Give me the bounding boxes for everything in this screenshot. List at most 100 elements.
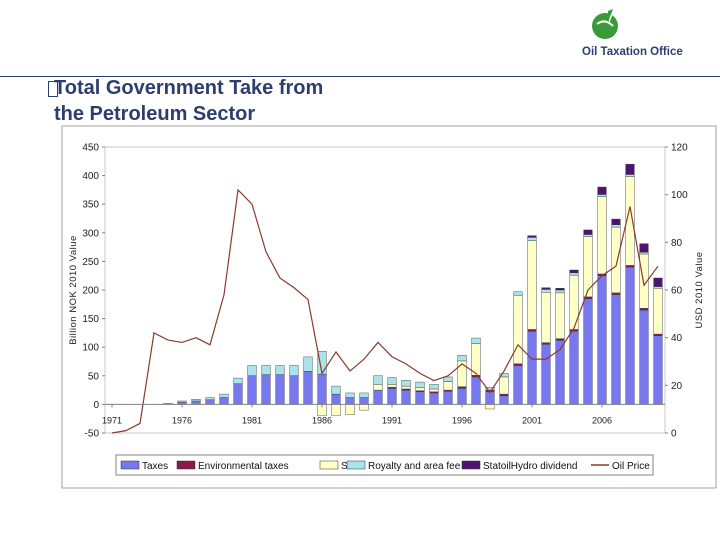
x-tick-label: 1991 [382, 415, 402, 425]
bar-royalty-1998 [485, 387, 495, 391]
bar-taxes-1986 [317, 373, 327, 405]
bar-taxes-2002 [541, 344, 551, 405]
bar-sdfi-2005 [583, 236, 593, 298]
bar-taxes-1999 [499, 395, 509, 405]
bar-environmental_taxes-2000 [513, 363, 523, 366]
x-tick-label: 1986 [312, 415, 332, 425]
bar-layer [163, 163, 663, 417]
legend-label: StatoilHydro dividend [483, 461, 578, 472]
bar-taxes-1984 [289, 375, 299, 405]
bar-sdfi-1995 [443, 381, 453, 391]
bar-royalty-1983 [275, 365, 285, 375]
bar-environmental_taxes-2008 [625, 265, 635, 268]
bar-royalty-1976 [177, 400, 187, 403]
bar-royalty-1991 [387, 377, 397, 385]
legend-swatch-environmental_taxes [176, 460, 196, 470]
legend-label: Royalty and area fee [368, 461, 461, 472]
y-right-tick-label: 120 [671, 143, 688, 154]
bar-taxes-1985 [303, 371, 313, 405]
bar-taxes-1990 [373, 389, 383, 405]
bar-taxes-2007 [611, 294, 621, 405]
y-left-tick-label: 250 [82, 257, 99, 268]
bar-statoilhydro-2008 [625, 163, 635, 175]
oil-taxation-office-logo: Oil Taxation Office [582, 8, 712, 64]
bar-taxes-1996 [457, 388, 467, 405]
bar-taxes-1993 [415, 391, 425, 405]
bar-sdfi-1989 [359, 404, 369, 411]
x-tick-label: 2001 [522, 415, 542, 425]
bar-taxes-1982 [261, 374, 271, 405]
bar-royalty-2000 [513, 291, 523, 296]
bar-taxes-1983 [275, 374, 285, 405]
bar-environmental_taxes-2002 [541, 342, 551, 345]
bar-environmental_taxes-1996 [457, 386, 467, 389]
legend-swatch-royalty [346, 460, 366, 470]
bar-sdfi-1987 [331, 404, 341, 417]
bar-taxes-1992 [401, 389, 411, 405]
legend-label: Oil Price [612, 461, 650, 472]
bar-royalty-2006 [597, 194, 607, 197]
bar-environmental_taxes-2003 [555, 338, 565, 341]
bar-statoilhydro-2009 [639, 243, 649, 253]
bar-sdfi-2007 [611, 226, 621, 294]
bar-royalty-1995 [443, 376, 453, 382]
bar-royalty-1994 [429, 384, 439, 390]
bar-royalty-1993 [415, 381, 425, 389]
y-left-tick-label: 300 [82, 228, 99, 239]
y-left-tick-label: 400 [82, 171, 99, 182]
oil-price-line [111, 188, 659, 434]
bar-sdfi-1999 [499, 376, 509, 395]
bar-environmental_taxes-2010 [653, 333, 663, 336]
y-right-tick-label: 100 [671, 190, 688, 201]
y-right-tick-label: 80 [671, 238, 683, 249]
bar-taxes-1977 [191, 400, 201, 405]
bar-sdfi-1993 [415, 387, 425, 391]
y-right-tick-label: 60 [671, 286, 683, 297]
header-divider [0, 76, 720, 77]
y-left-axis-label: Billion NOK 2010 Value [68, 235, 79, 345]
bar-taxes-1997 [471, 376, 481, 405]
bar-royalty-2002 [541, 289, 551, 293]
page-title: Total Government Take from the Petroleum… [54, 75, 323, 127]
oil-price-layer [111, 188, 659, 434]
bar-royalty-1990 [373, 375, 383, 385]
bar-sdfi-1994 [429, 388, 439, 393]
bar-royalty-1985 [303, 356, 313, 372]
y-left-tick-label: 50 [88, 371, 100, 382]
y-right-axis-label: USD 2010 Value [694, 251, 705, 328]
bar-royalty-1989 [359, 392, 369, 398]
y-left-tick-label: 150 [82, 314, 99, 325]
bar-royalty-1996 [457, 355, 467, 362]
y-left-tick-label: 100 [82, 343, 99, 354]
y-left-tick-label: 350 [82, 200, 99, 211]
y-left-tick-label: 0 [93, 400, 99, 411]
bar-royalty-1977 [191, 399, 201, 402]
x-tick-label: 1981 [242, 415, 262, 425]
legend-swatch-sdfi [319, 460, 339, 470]
plot-area [104, 146, 666, 434]
bar-statoilhydro-2001 [527, 235, 537, 238]
bar-environmental_taxes-2007 [611, 292, 621, 295]
bar-royalty-2005 [583, 234, 593, 238]
bar-royalty-1992 [401, 380, 411, 387]
bar-taxes-1988 [345, 397, 355, 405]
bar-sdfi-1997 [471, 343, 481, 376]
legend-swatch-statoilhydro [461, 460, 481, 470]
bar-royalty-1980 [233, 377, 243, 385]
bar-royalty-2007 [611, 224, 621, 228]
bar-environmental_taxes-2009 [639, 308, 649, 311]
bar-royalty-1984 [289, 365, 299, 377]
legend-swatch-taxes [120, 460, 140, 470]
bar-royalty-1997 [471, 337, 481, 344]
y-right-tick-label: 0 [671, 429, 677, 440]
bar-royalty-1981 [247, 365, 257, 377]
title-line-1: Total Government Take from [54, 77, 324, 99]
bar-taxes-1981 [247, 375, 257, 405]
y-right-tick-label: 20 [671, 381, 683, 392]
logo-text: Oil Taxation Office [582, 46, 683, 58]
legend-label: Taxes [142, 461, 168, 472]
title-marker [48, 81, 58, 97]
bar-taxes-2005 [583, 298, 593, 405]
